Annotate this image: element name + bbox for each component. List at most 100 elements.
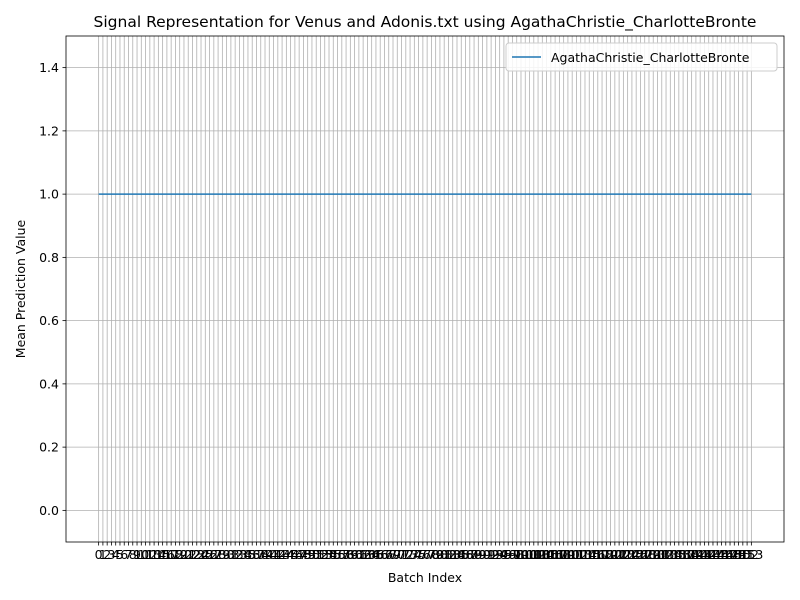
x-tick-label: 15	[155, 547, 171, 562]
x-tick-label: 20	[176, 547, 192, 562]
x-tick-label: 146	[710, 547, 734, 562]
x-tick-label: 16	[159, 547, 175, 562]
x-tick-label: 3	[107, 547, 115, 562]
x-tick-label: 47	[291, 547, 307, 562]
x-tick-label: 61	[351, 547, 367, 562]
x-tick-label: 52	[313, 547, 329, 562]
x-tick-label: 72	[398, 547, 414, 562]
x-tick-label: 131	[646, 547, 670, 562]
x-tick-label: 40	[261, 547, 277, 562]
y-axis-ticks: 0.0 0.2 0.4 0.6 0.8 1.0 1.2 1.4	[39, 60, 66, 518]
x-tick-label: 126	[624, 547, 648, 562]
legend-label: AgathaChristie_CharlotteBronte	[551, 50, 750, 65]
y-tick-label: 0.8	[39, 250, 59, 265]
legend-box	[505, 42, 778, 72]
x-tick-label: 64	[364, 547, 380, 562]
x-tick-label: 101	[518, 547, 542, 562]
x-tick-label: 110	[556, 547, 580, 562]
x-tick-label: 118	[590, 547, 614, 562]
x-tick-label: 69	[385, 547, 401, 562]
x-tick-label: 86	[458, 547, 474, 562]
x-tick-label: 80	[432, 547, 448, 562]
x-tick-label: 14	[150, 547, 166, 562]
x-tick-label: 141	[688, 547, 712, 562]
x-tick-label: 57	[334, 547, 350, 562]
x-tick-label: 7	[125, 547, 133, 562]
plot-frame	[65, 35, 785, 543]
x-tick-label: 109	[552, 547, 576, 562]
x-tick-label: 113	[569, 547, 593, 562]
x-tick-label: 97	[505, 547, 521, 562]
x-tick-label: 48	[295, 547, 311, 562]
x-tick-label: 19	[172, 547, 188, 562]
x-tick-label: 4	[112, 547, 120, 562]
x-tick-label: 123	[611, 547, 635, 562]
x-tick-label: 122	[607, 547, 631, 562]
x-tick-label: 107	[543, 547, 567, 562]
x-tick-label: 58	[338, 547, 354, 562]
x-tick-label: 73	[402, 547, 418, 562]
x-tick-label: 93	[487, 547, 503, 562]
y-tick-label: 1.4	[39, 60, 59, 75]
x-tick-label: 111	[560, 547, 584, 562]
x-tick-label: 116	[582, 547, 606, 562]
x-tick-label: 26	[202, 547, 218, 562]
x-tick-label: 88	[466, 547, 482, 562]
x-tick-label: 104	[530, 547, 554, 562]
x-tick-label: 79	[428, 547, 444, 562]
x-tick-label: 13	[146, 547, 162, 562]
x-tick-label: 70	[389, 547, 405, 562]
x-tick-label: 114	[573, 547, 597, 562]
x-tick-label: 147	[714, 547, 738, 562]
x-tick-label: 21	[180, 547, 196, 562]
x-tick-label: 74	[406, 547, 422, 562]
x-tick-label: 144	[701, 547, 725, 562]
x-tick-label: 11	[138, 547, 154, 562]
x-tick-label: 63	[359, 547, 375, 562]
x-tick-label: 149	[722, 547, 746, 562]
x-tick-label: 24	[193, 547, 209, 562]
x-tick-label: 45	[283, 547, 299, 562]
x-tick-label: 49	[300, 547, 316, 562]
x-tick-label: 51	[308, 547, 324, 562]
x-tick-label: 10	[133, 547, 149, 562]
x-tick-label: 12	[142, 547, 158, 562]
x-tick-label: 87	[462, 547, 478, 562]
x-tick-label: 151	[731, 547, 755, 562]
x-tick-label: 29	[214, 547, 230, 562]
x-tick-label: 32	[227, 547, 243, 562]
x-tick-label: 115	[577, 547, 601, 562]
x-tick-label: 42	[270, 547, 286, 562]
x-tick-label: 28	[210, 547, 226, 562]
x-tick-label: 136	[667, 547, 691, 562]
x-tick-label: 39	[257, 547, 273, 562]
x-tick-label: 148	[718, 547, 742, 562]
x-tick-label: 35	[240, 547, 256, 562]
y-tick-label: 0.0	[39, 503, 59, 518]
x-tick-label: 0	[95, 547, 103, 562]
x-tick-label: 137	[671, 547, 695, 562]
x-tick-label: 119	[594, 547, 618, 562]
x-tick-label: 71	[394, 547, 410, 562]
x-tick-label: 99	[513, 547, 529, 562]
x-tick-label: 6	[120, 547, 128, 562]
x-tick-label: 108	[547, 547, 571, 562]
x-tick-label: 105	[535, 547, 559, 562]
x-tick-label: 98	[509, 547, 525, 562]
x-tick-label: 36	[244, 547, 260, 562]
x-tick-label: 50	[304, 547, 320, 562]
x-tick-label: 38	[253, 547, 269, 562]
x-tick-label: 129	[637, 547, 661, 562]
x-tick-label: 43	[274, 547, 290, 562]
x-tick-label: 54	[321, 547, 337, 562]
x-tick-label: 106	[539, 547, 563, 562]
chart-title: Signal Representation for Venus and Adon…	[94, 13, 757, 32]
x-tick-label: 65	[368, 547, 384, 562]
x-tick-label: 30	[219, 547, 235, 562]
x-tick-label: 76	[415, 547, 431, 562]
x-tick-label: 22	[185, 547, 201, 562]
y-tick-label: 1.2	[39, 123, 59, 138]
x-tick-label: 17	[163, 547, 179, 562]
x-tick-label: 120	[599, 547, 623, 562]
